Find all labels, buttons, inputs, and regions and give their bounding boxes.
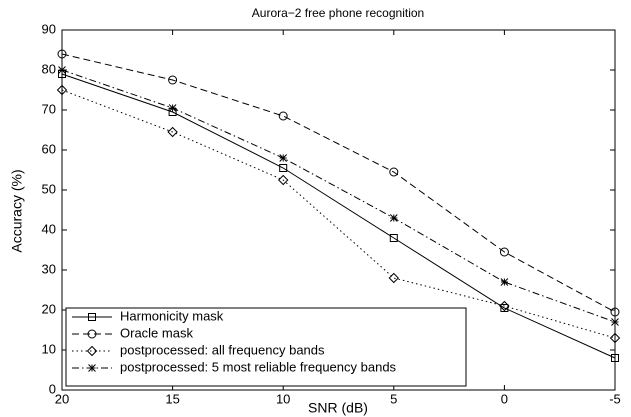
y-tick-label: 0 [49,381,56,396]
x-tick-label: 0 [501,391,508,406]
marker [611,354,619,362]
marker [168,75,178,85]
marker [389,234,398,242]
marker [279,154,288,162]
series-line [61,69,616,323]
x-tick-label: 5 [390,391,397,406]
y-tick-label: 70 [42,101,56,116]
series-line [61,73,616,359]
y-tick-label: 40 [42,221,56,236]
legend-label: Harmonicity mask [120,308,224,323]
y-axis-label: Accuracy (%) [9,169,25,252]
marker [168,104,177,112]
x-tick-label: 15 [165,391,179,406]
marker [279,164,288,172]
marker [611,318,619,326]
marker [609,332,621,344]
x-tick-label: 20 [55,391,69,406]
plot-frame [61,29,616,391]
y-tick-label: 20 [42,301,56,316]
marker [167,126,178,138]
y-tick-label: 30 [42,261,56,276]
marker [277,174,289,186]
marker [389,214,398,222]
legend-label: postprocessed: all frequency bands [120,342,325,357]
marker [500,304,509,312]
series-line [61,89,616,339]
marker [389,167,399,177]
y-tick-label: 60 [42,141,56,156]
marker [499,247,509,257]
legend-box [65,307,467,387]
marker [57,49,67,59]
marker [278,111,288,121]
marker [56,84,68,96]
y-tick-label: 90 [42,21,56,36]
legend-marker [86,345,98,357]
marker [610,307,620,317]
series-line [61,53,616,313]
x-axis-label: SNR (dB) [308,400,368,416]
marker [499,300,510,312]
legend-marker [88,364,96,372]
y-tick-label: 50 [42,181,56,196]
marker [58,66,66,74]
legend-label: postprocessed: 5 most reliable frequency… [120,359,397,374]
y-tick-label: 80 [42,61,56,76]
marker [500,278,509,286]
y-tick-label: 10 [42,341,56,356]
x-tick-label: -5 [609,391,621,406]
legend-marker [87,329,97,339]
chart-title: Aurora−2 free phone recognition [252,6,424,20]
marker [388,272,400,284]
legend-marker [88,313,96,321]
x-tick-label: 10 [276,391,290,406]
legend-label: Oracle mask [120,325,193,340]
